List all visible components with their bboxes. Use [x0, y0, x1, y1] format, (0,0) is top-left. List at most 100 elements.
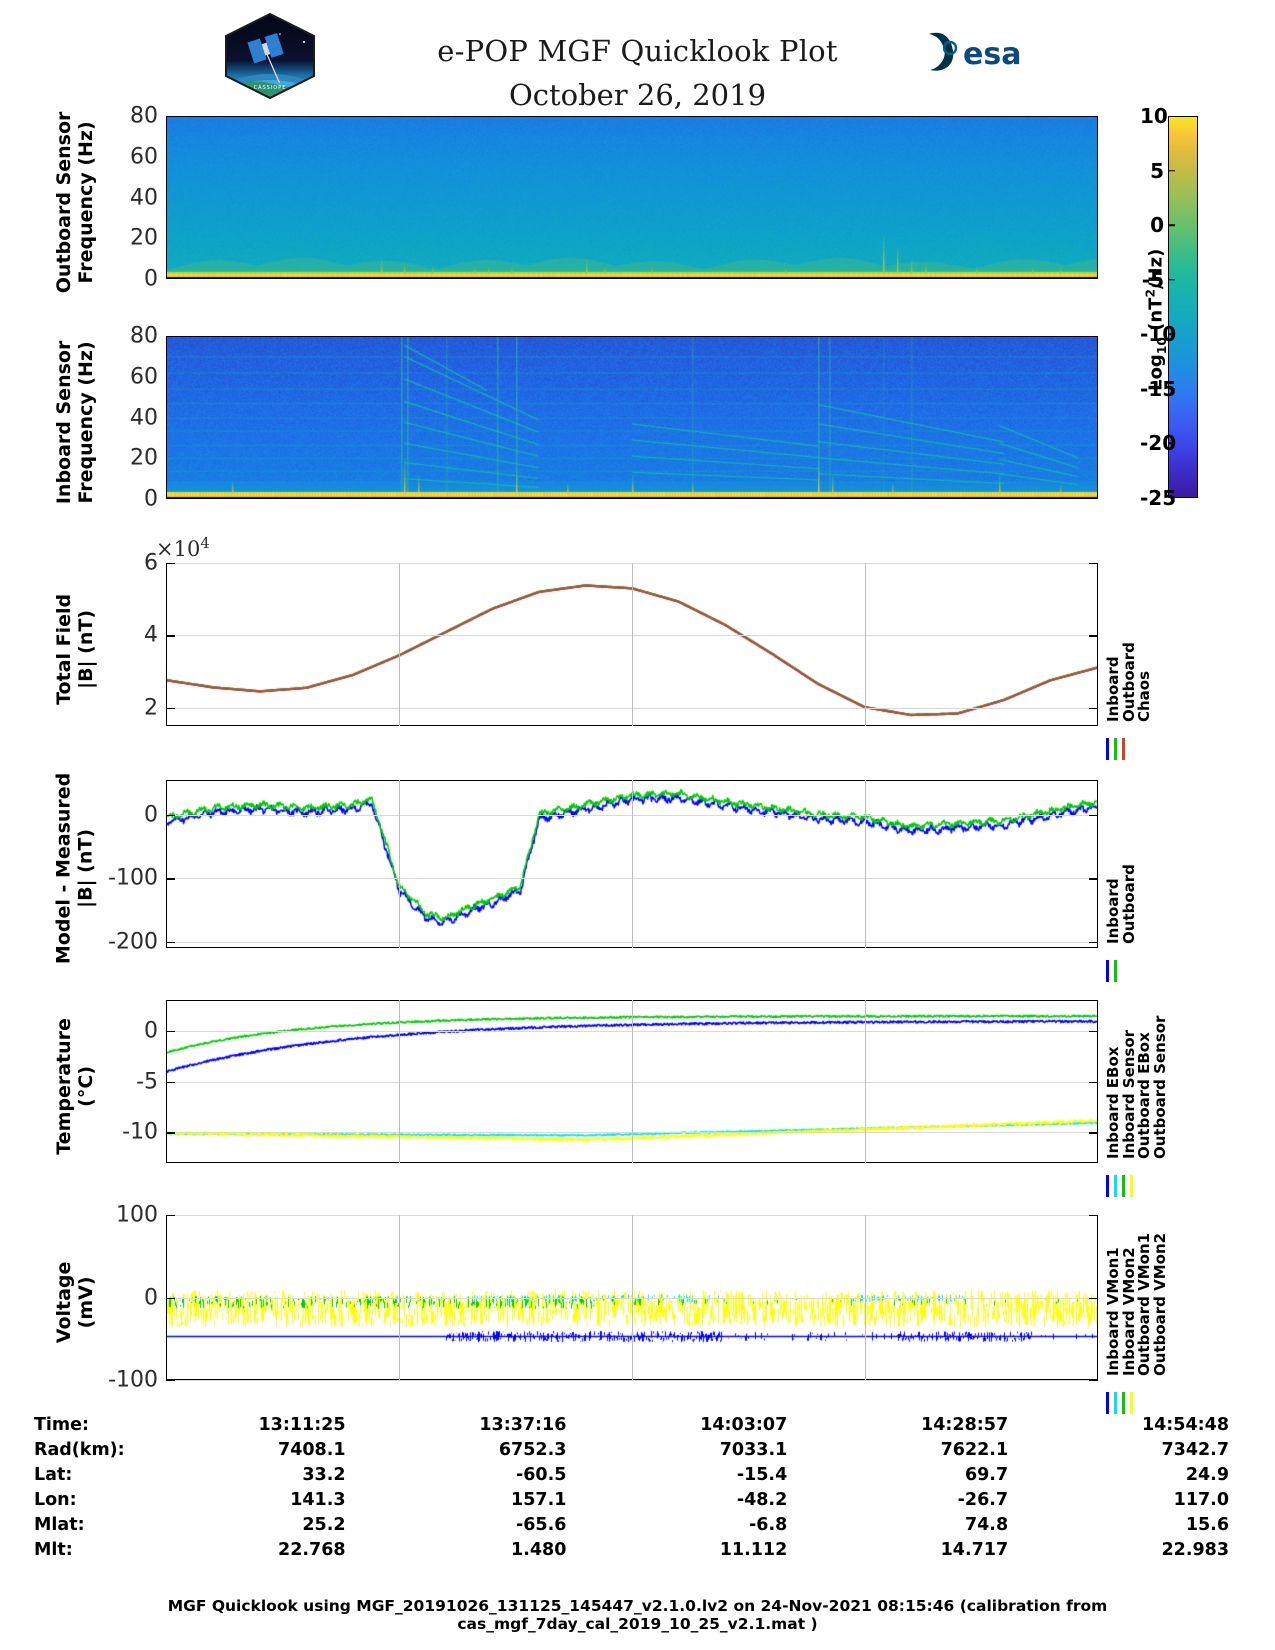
y-tick-mark: [166, 635, 175, 637]
y-tick-mark: [166, 707, 175, 710]
y-tick-label: 20: [130, 445, 158, 471]
legend-swatch: [1106, 1175, 1109, 1197]
y-tick-mark-right: [1089, 1297, 1098, 1299]
colorbar-tick-label: -10: [1140, 322, 1177, 347]
colorbar-tick-mark: [1168, 224, 1175, 226]
panel-outboard-spectrogram: [166, 116, 1098, 279]
table-row-label: Rad(km):: [34, 1439, 125, 1460]
legend-color-swatches: [1106, 1175, 1133, 1197]
table-cell: 7342.7: [1161, 1439, 1229, 1460]
y-tick-label: 0: [144, 1018, 158, 1044]
colorbar-tick-label: 5: [1150, 158, 1164, 183]
table-cell: -15.4: [736, 1464, 788, 1485]
legend-swatch: [1114, 1175, 1117, 1197]
y-tick-label: 40: [130, 185, 158, 210]
colorbar-tick-label: -5: [1141, 267, 1164, 292]
y-tick-mark-right: [1089, 1081, 1098, 1083]
table-cell: 14:28:57: [921, 1414, 1009, 1435]
table-cell: 74.8: [964, 1514, 1009, 1535]
gridline-vertical: [865, 1215, 866, 1380]
y-tick-mark-right: [1089, 1215, 1098, 1217]
y-tick-label: 80: [130, 323, 158, 349]
panel-legend: Inboard EBox Inboard Sensor Outboard EBo…: [1104, 1015, 1169, 1159]
table-cell: 25.2: [302, 1514, 346, 1535]
table-cell: 13:11:25: [258, 1414, 346, 1435]
y-axis-label: Total Field |B| (nT): [52, 593, 97, 705]
table-row: Time: 13:11:25 13:37:16 14:03:07 14:28:57 14:…: [34, 1412, 1229, 1437]
colorbar-tick-mark: [1168, 169, 1175, 172]
table-cell: 22.983: [1161, 1539, 1229, 1560]
table-row: Rad(km): 7408.1 6752.3 7033.1 7622.1 7342.7: [34, 1437, 1229, 1462]
gridline-vertical: [865, 563, 866, 726]
table-cell: 7408.1: [278, 1439, 346, 1460]
table-cell: 141.3: [290, 1489, 346, 1510]
y-tick-label: 60: [130, 144, 158, 170]
table-row-label: Mlt:: [34, 1539, 73, 1560]
y-tick-label: -100: [108, 1367, 158, 1393]
legend-swatch: [1114, 1392, 1117, 1414]
table-cell: 11.112: [719, 1539, 788, 1560]
table-cell: 13:37:16: [479, 1414, 567, 1435]
table-cell: -6.8: [749, 1514, 788, 1535]
gridline-vertical: [865, 1000, 866, 1163]
y-tick-mark: [166, 563, 175, 565]
table-row: Lon: 141.3 157.1 -48.2 -26.7 117.0: [34, 1487, 1229, 1512]
y-tick-mark: [166, 878, 175, 880]
gridline-vertical: [399, 1215, 400, 1380]
panel-legend: Inboard Outboard Chaos: [1104, 642, 1154, 722]
y-tick-label: -5: [136, 1069, 158, 1094]
y-tick-label: 60: [130, 364, 158, 390]
legend-color-swatches: [1106, 1392, 1133, 1414]
colorbar-tick-label: -25: [1140, 486, 1177, 510]
table-cell: 15.6: [1185, 1514, 1229, 1535]
esa-logo-icon: esa: [925, 28, 1045, 74]
info-table: Time: 13:11:25 13:37:16 14:03:07 14:28:57 14:…: [34, 1412, 1229, 1562]
gridline-vertical: [632, 780, 633, 948]
legend-color-swatches: [1106, 738, 1125, 760]
table-row: Mlat: 25.2 -65.6 -6.8 74.8 15.6: [34, 1512, 1229, 1537]
y-tick-mark-right: [1089, 941, 1098, 944]
colorbar: [1168, 116, 1198, 498]
table-cell: 22.768: [278, 1539, 346, 1560]
panel-inboard-spectrogram: [166, 336, 1098, 499]
y-tick-mark: [166, 1380, 175, 1382]
y-tick-label: 80: [130, 103, 158, 129]
table-cell: 117.0: [1173, 1489, 1229, 1510]
table-cell: -26.7: [957, 1489, 1009, 1510]
table-cell: 157.1: [511, 1489, 567, 1510]
y-tick-mark: [166, 941, 175, 944]
y-axis-label: Inboard Sensor Frequency (Hz): [52, 340, 97, 504]
y-tick-mark-right: [1089, 1380, 1098, 1382]
table-cell: 14:03:07: [700, 1414, 788, 1435]
legend-swatch: [1122, 1392, 1125, 1414]
gridline-vertical: [865, 780, 866, 948]
y-tick-label: -10: [122, 1119, 158, 1145]
panel-legend: Inboard Outboard: [1104, 864, 1138, 944]
plot-canvas: [167, 117, 1097, 278]
y-tick-label: 0: [144, 1285, 158, 1310]
y-tick-mark-right: [1089, 1132, 1098, 1134]
y-tick-label: 100: [116, 1202, 158, 1228]
legend-swatch: [1122, 738, 1125, 760]
gridline-vertical: [399, 563, 400, 726]
y-tick-label: 0: [144, 486, 158, 512]
y-tick-mark: [166, 814, 175, 817]
gridline-vertical: [399, 780, 400, 948]
colorbar-tick-label: 0: [1150, 213, 1164, 238]
plot-canvas: [167, 337, 1097, 498]
y-tick-label: 6: [144, 550, 158, 576]
y-tick-label: 0: [144, 802, 158, 828]
y-tick-label: 2: [144, 695, 158, 721]
colorbar-tick-label: -20: [1140, 431, 1177, 456]
colorbar-tick-mark: [1168, 388, 1175, 390]
y-tick-label: 0: [144, 266, 158, 292]
legend-swatch: [1106, 738, 1109, 760]
table-cell: 1.480: [511, 1539, 567, 1560]
gridline-vertical: [399, 1000, 400, 1163]
table-cell: 7622.1: [940, 1439, 1009, 1460]
y-tick-label: 40: [130, 405, 158, 430]
table-row-label: Lat:: [34, 1464, 73, 1485]
y-tick-label: 4: [144, 622, 158, 648]
y-tick-mark-right: [1089, 1030, 1098, 1032]
colorbar-tick-mark: [1168, 442, 1175, 445]
